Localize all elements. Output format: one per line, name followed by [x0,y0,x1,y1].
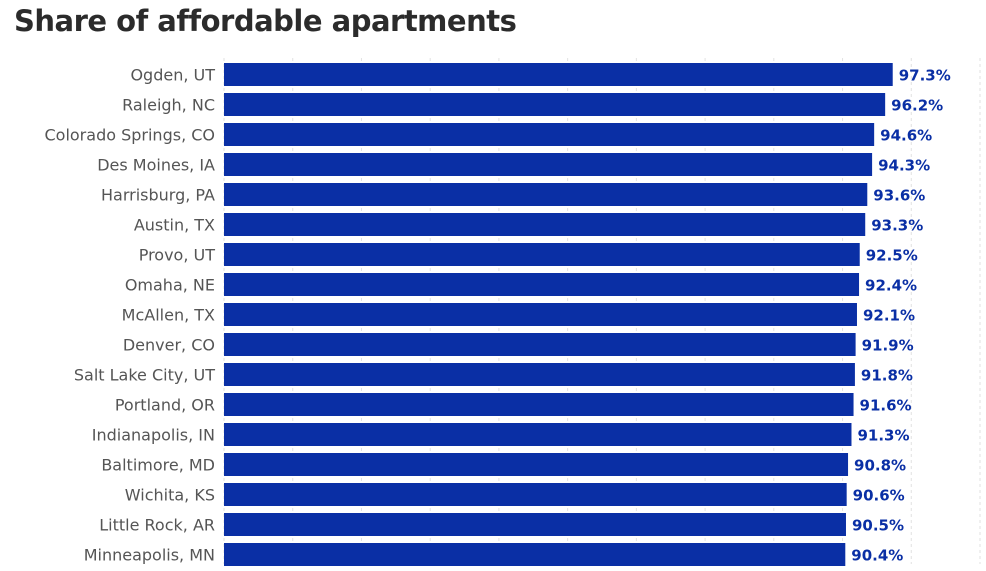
bar [224,213,866,236]
category-label: Omaha, NE [125,276,215,295]
category-label: Baltimore, MD [101,456,215,475]
chart-title: Share of affordable apartments [14,4,517,38]
value-label: 90.8% [854,457,906,475]
value-label: 91.8% [861,367,913,385]
category-label: Minneapolis, MN [84,546,215,565]
bar [224,63,893,86]
bars [224,63,893,566]
bar [224,153,873,176]
category-label: Harrisburg, PA [101,186,215,205]
value-label: 91.9% [862,337,914,355]
bar [224,483,847,506]
category-labels: Ogden, UT Raleigh, NC Colorado Springs, CO… [44,66,215,565]
value-label: 96.2% [891,97,943,115]
bar [224,93,886,116]
category-label: Denver, CO [123,336,215,355]
category-label: Salt Lake City, UT [74,366,215,385]
value-label: 97.3% [899,67,951,85]
bar [224,363,855,386]
value-label: 93.6% [873,187,925,205]
value-label: 92.1% [863,307,915,325]
value-label: 93.3% [871,217,923,235]
bar [224,183,868,206]
bar [224,423,852,446]
bar [224,453,849,476]
category-label: Portland, OR [115,396,215,415]
value-label: 92.4% [865,277,917,295]
bar [224,303,857,326]
category-label: Indianapolis, IN [92,426,215,445]
bar [224,123,875,146]
bar [224,513,846,536]
value-label: 91.6% [860,397,912,415]
bar [224,543,846,566]
category-label: Little Rock, AR [99,516,215,535]
value-label: 92.5% [866,247,918,265]
value-labels: 97.3% 96.2% 94.6% 94.3% 93.6% 93.3% 92.5% 92.4%… [851,67,950,565]
category-label: Colorado Springs, CO [44,126,215,145]
bar [224,393,854,416]
category-label: Wichita, KS [125,486,215,505]
category-label: Austin, TX [134,216,215,235]
value-label: 90.4% [851,547,903,565]
value-label: 90.5% [852,517,904,535]
bar [224,243,860,266]
category-label: Raleigh, NC [122,96,215,115]
category-label: McAllen, TX [122,306,215,325]
value-label: 90.6% [853,487,905,505]
bar [224,273,860,296]
value-label: 94.3% [878,157,930,175]
category-label: Des Moines, IA [97,156,215,175]
value-label: 91.3% [857,427,909,445]
value-label: 94.6% [880,127,932,145]
category-label: Provo, UT [139,246,216,265]
category-label: Ogden, UT [130,66,215,85]
bar [224,333,856,356]
